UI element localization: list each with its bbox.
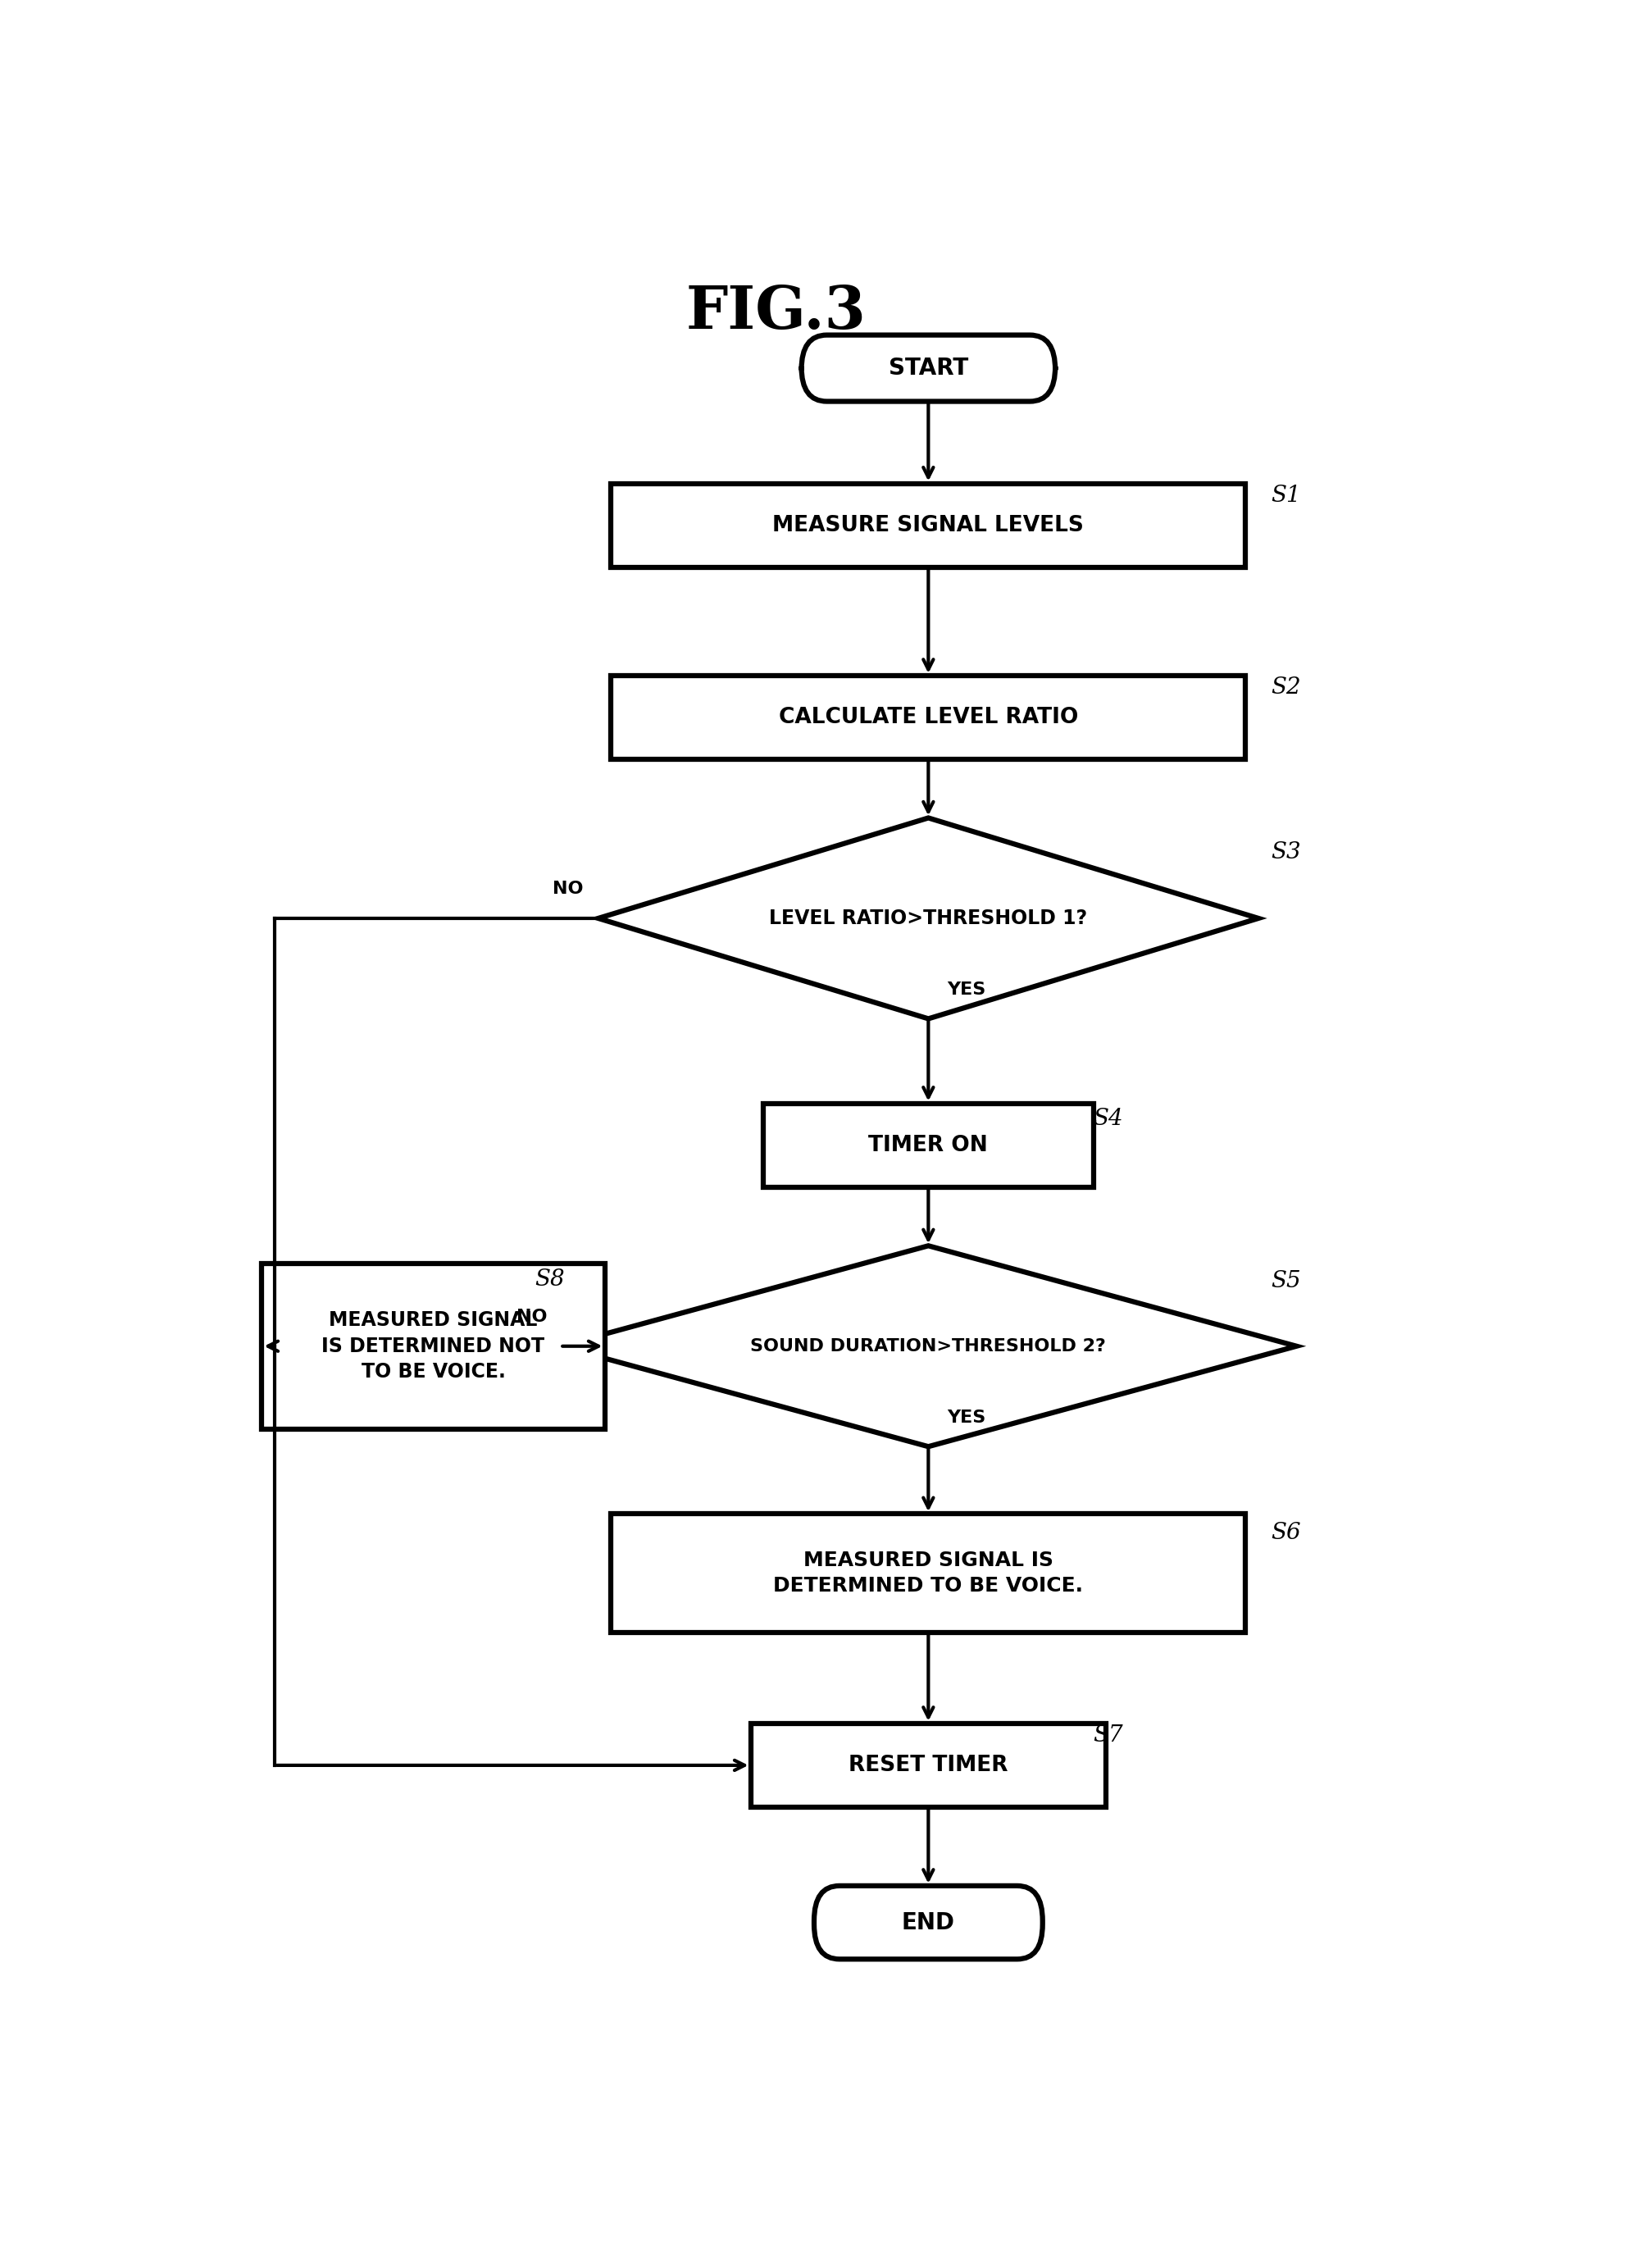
Text: START: START <box>888 356 968 379</box>
Bar <box>611 1513 1245 1633</box>
Text: LEVEL RATIO>THRESHOLD 1?: LEVEL RATIO>THRESHOLD 1? <box>770 909 1088 928</box>
FancyBboxPatch shape <box>814 1885 1042 1960</box>
Text: MEASURE SIGNAL LEVELS: MEASURE SIGNAL LEVELS <box>773 515 1084 535</box>
Bar <box>763 1105 1094 1186</box>
Text: RESET TIMER: RESET TIMER <box>848 1755 1007 1776</box>
Text: YES: YES <box>947 1408 986 1427</box>
Text: SOUND DURATION>THRESHOLD 2?: SOUND DURATION>THRESHOLD 2? <box>750 1338 1106 1354</box>
Text: MEASURED SIGNAL IS
DETERMINED TO BE VOICE.: MEASURED SIGNAL IS DETERMINED TO BE VOIC… <box>773 1551 1083 1597</box>
Text: YES: YES <box>947 982 986 998</box>
Bar <box>611 676 1245 760</box>
Polygon shape <box>598 819 1258 1018</box>
Text: FIG.3: FIG.3 <box>686 284 867 342</box>
Text: S5: S5 <box>1271 1270 1301 1293</box>
Bar <box>750 1724 1106 1808</box>
FancyBboxPatch shape <box>801 336 1055 401</box>
Polygon shape <box>560 1245 1297 1447</box>
Text: S6: S6 <box>1271 1522 1301 1545</box>
Text: S7: S7 <box>1094 1724 1124 1746</box>
Text: S2: S2 <box>1271 676 1301 699</box>
Text: NO: NO <box>552 880 583 898</box>
Text: S4: S4 <box>1094 1109 1124 1129</box>
Text: S1: S1 <box>1271 485 1301 506</box>
Bar <box>611 483 1245 567</box>
Text: NO: NO <box>516 1309 547 1325</box>
Text: CALCULATE LEVEL RATIO: CALCULATE LEVEL RATIO <box>778 708 1078 728</box>
Text: MEASURED SIGNAL
IS DETERMINED NOT
TO BE VOICE.: MEASURED SIGNAL IS DETERMINED NOT TO BE … <box>321 1311 545 1381</box>
Text: END: END <box>901 1912 955 1935</box>
Text: S8: S8 <box>534 1268 565 1290</box>
Bar <box>262 1263 604 1429</box>
Text: S3: S3 <box>1271 841 1301 864</box>
Text: TIMER ON: TIMER ON <box>868 1134 988 1157</box>
